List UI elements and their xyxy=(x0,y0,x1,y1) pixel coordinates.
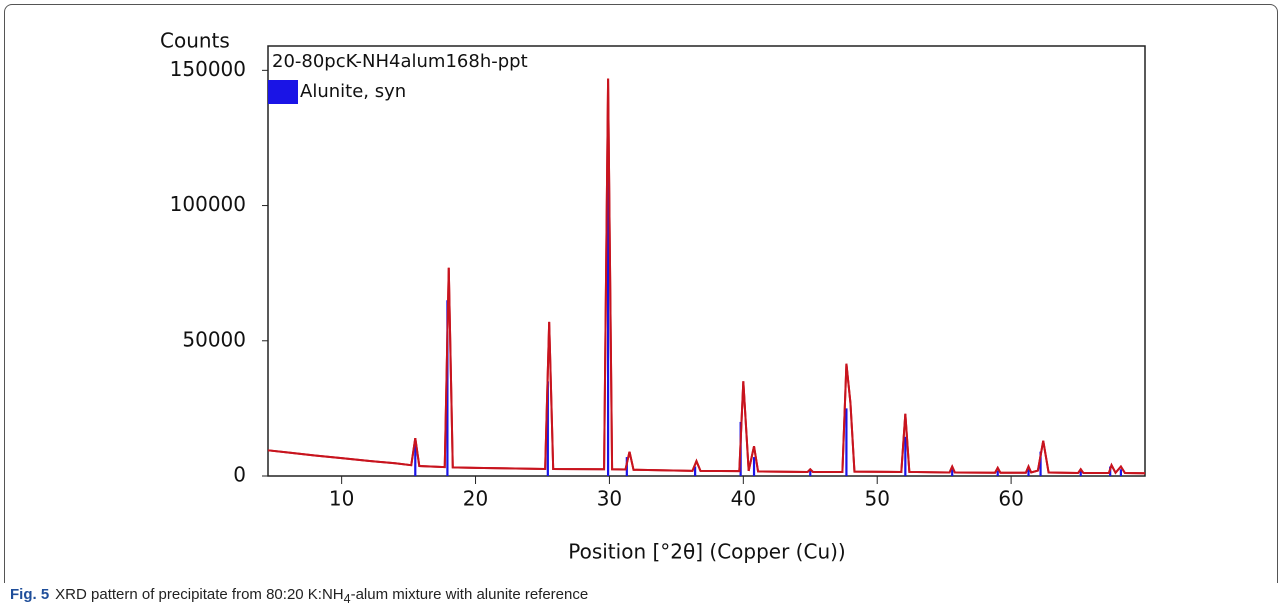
chart: Counts Position [°2θ] (Copper (Cu)) 0 500… xyxy=(160,29,1146,564)
y-axis-label: Counts xyxy=(160,29,230,53)
y-tick-label: 0 xyxy=(233,463,246,487)
caption: Fig. 5 XRD pattern of precipitate from 80… xyxy=(10,586,588,606)
caption-text: XRD pattern of precipitate from 80:20 K:… xyxy=(55,586,344,603)
caption-sub: 4 xyxy=(343,592,351,606)
y-tick-label: 50000 xyxy=(182,327,246,351)
pattern-line xyxy=(267,78,1146,475)
x-axis-label: Position [°2θ] (Copper (Cu)) xyxy=(568,540,845,564)
x-tick-label: 60 xyxy=(998,487,1023,511)
caption-label: Fig. 5 xyxy=(10,586,50,603)
pattern-line xyxy=(267,78,1146,475)
legend-label: Alunite, syn xyxy=(300,81,406,102)
legend-swatch xyxy=(268,80,298,104)
y-tick-label: 100000 xyxy=(170,192,246,216)
x-tick-label: 20 xyxy=(463,487,488,511)
x-tick-label: 40 xyxy=(731,487,756,511)
x-tick-label: 30 xyxy=(597,487,622,511)
x-tick-label: 50 xyxy=(864,487,889,511)
y-tick-label: 150000 xyxy=(170,57,246,81)
legend-label: 20-80pcK-NH4alum168h-ppt xyxy=(272,51,528,72)
figure-frame xyxy=(4,4,1278,583)
x-tick-label: 10 xyxy=(329,487,354,511)
plot-frame xyxy=(267,45,1146,477)
caption-text: -alum mixture with alunite reference xyxy=(350,586,589,603)
